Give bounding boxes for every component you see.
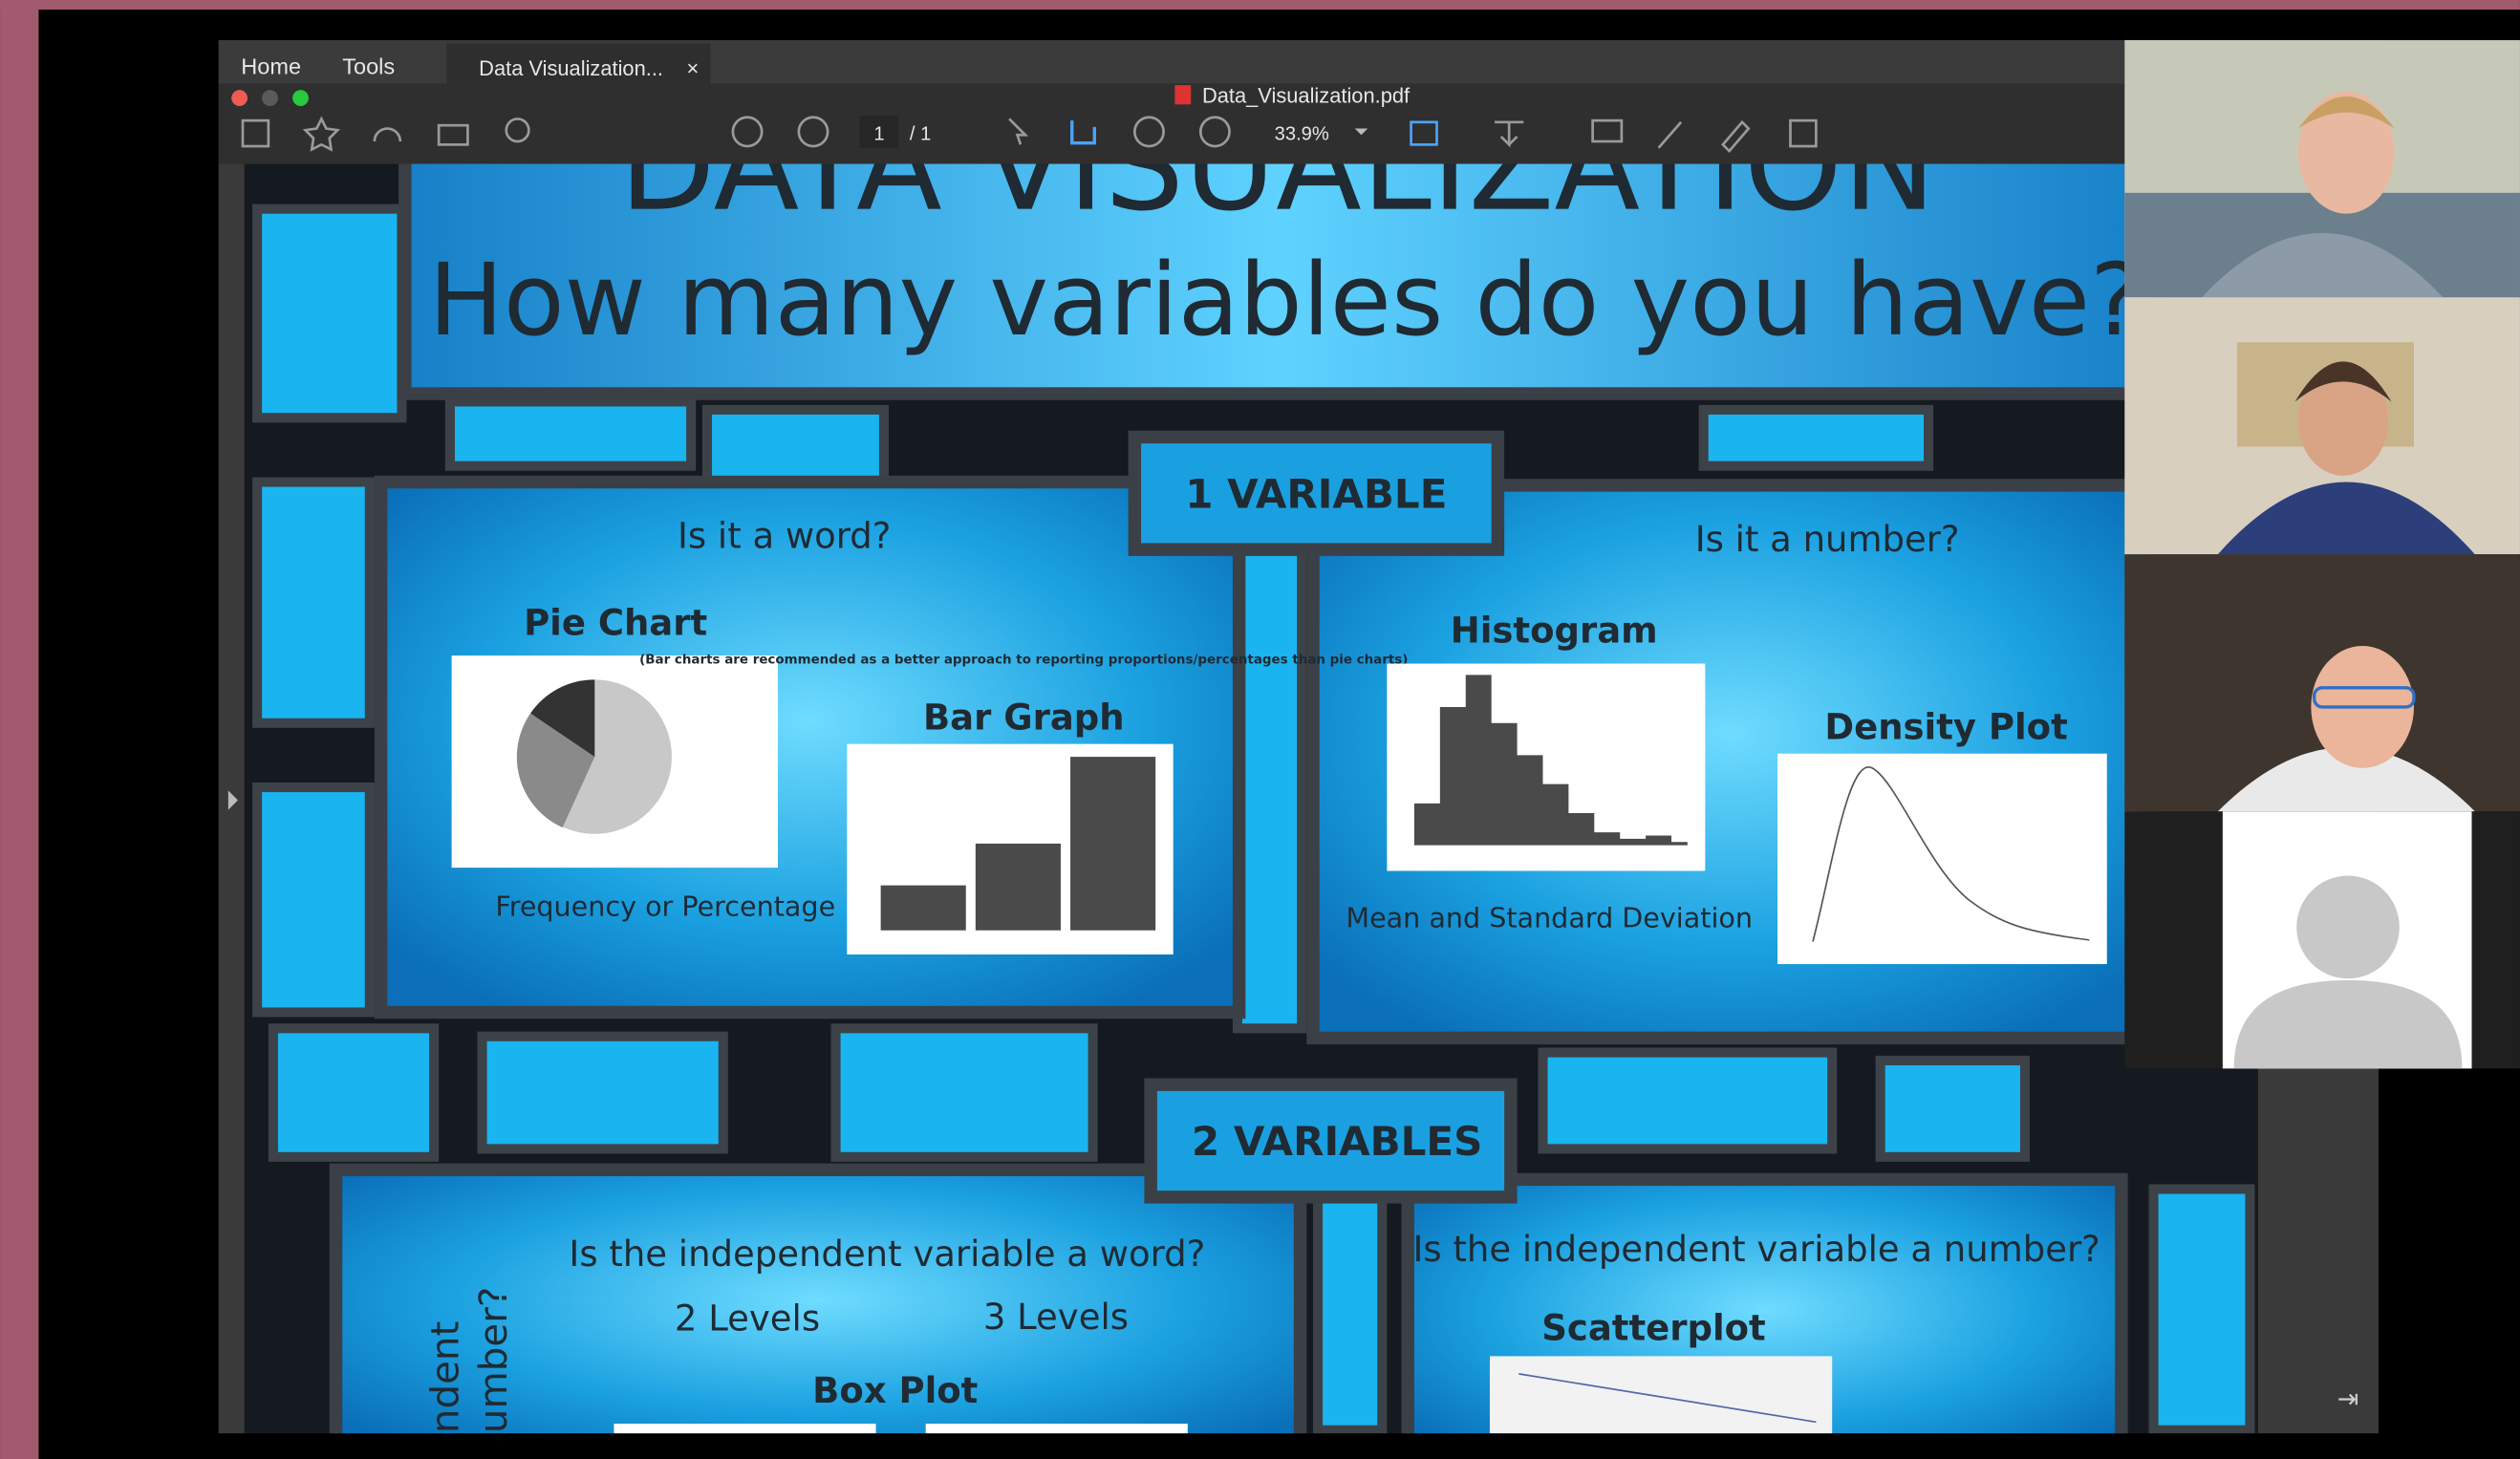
page: {"tabs": {"home": "Home", "tools": "Tool…: [0, 0, 2520, 1459]
question: Is it a number?: [1695, 519, 1960, 560]
scatter-image: [1490, 1356, 1832, 1444]
section-label: 1 VARIABLE: [1185, 470, 1447, 517]
question: Is the independent variable a number?: [1413, 1229, 2100, 1270]
slide: DATA VISUALIZATION How many variables do…: [245, 93, 2258, 1459]
page-number[interactable]: 1: [873, 123, 884, 144]
minimize-button[interactable]: [262, 90, 278, 106]
screen: ⇥ DATA VISUALIZATION How many variables …: [0, 0, 2520, 1459]
summary: Frequency or Percentage: [495, 890, 835, 923]
toolbar: [219, 83, 2125, 163]
chart-name: Bar Graph: [923, 697, 1125, 739]
avatar-head: [2296, 876, 2400, 979]
page-total: / 1: [910, 123, 931, 144]
zoom-level[interactable]: 33.9%: [1275, 123, 1329, 144]
close-button[interactable]: [231, 90, 248, 106]
tools-tab[interactable]: Tools: [342, 54, 395, 78]
level-label: 2 Levels: [675, 1298, 820, 1339]
note: (Bar charts are recommended as a better …: [639, 654, 1408, 668]
density-image: [1777, 754, 2107, 964]
question: Is it a word?: [678, 515, 891, 556]
right-rail: [2258, 1061, 2379, 1433]
pdf-icon: [1174, 85, 1191, 104]
section-label: 2 VARIABLES: [1192, 1118, 1482, 1165]
chart-name: Scatterplot: [1541, 1308, 1765, 1349]
chart-name: Density Plot: [1824, 707, 2067, 748]
document-tab-title[interactable]: Data Visualization...: [479, 56, 663, 80]
home-tab[interactable]: Home: [241, 54, 301, 78]
level-label: 3 Levels: [983, 1297, 1129, 1338]
side-label: umber?: [471, 1287, 516, 1433]
question: Is the independent variable a word?: [569, 1234, 1205, 1275]
chart-name: Pie Chart: [524, 602, 707, 643]
video-tiles: [2124, 40, 2520, 1068]
zoom-button[interactable]: [292, 90, 309, 106]
chart-name: Box Plot: [812, 1370, 978, 1411]
chart-name: Histogram: [1451, 611, 1658, 652]
tab-close[interactable]: ×: [686, 56, 699, 80]
side-label: ndent: [422, 1321, 467, 1433]
rail-icon[interactable]: ⇥: [2337, 1384, 2359, 1413]
frame-top: [0, 0, 2520, 10]
summary: Mean and Standard Deviation: [1346, 901, 1753, 933]
slide-subtitle: How many variables do you have?: [428, 242, 2143, 358]
frame-left: [0, 0, 38, 1459]
window-title: Data_Visualization.pdf: [1202, 84, 1411, 108]
